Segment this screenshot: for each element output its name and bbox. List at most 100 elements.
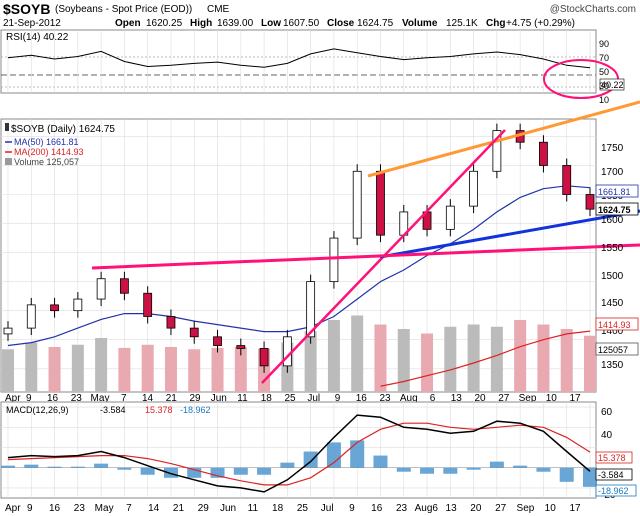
price-tick-1450: 1450 — [601, 298, 624, 309]
rsi-value-text: 40.22 — [601, 80, 624, 90]
price-x-axis-label: 18 — [261, 393, 273, 404]
volume-bar — [514, 320, 527, 392]
candle-body — [282, 336, 292, 367]
macd-x-axis-label: Jul — [321, 503, 334, 514]
ohlc-volume: 125.1K — [446, 18, 478, 29]
macd-x-axis-label: 10 — [545, 503, 557, 514]
price-x-axis-label: 14 — [142, 393, 154, 404]
annotation-orange-channel-line — [367, 100, 640, 178]
price-legend-ma200: MA(200) 1414.93 — [14, 147, 84, 157]
volume-bars — [2, 315, 596, 392]
macd-line — [7, 414, 591, 493]
volume-bar — [164, 347, 177, 392]
macd-hist-bar — [94, 463, 109, 468]
price-x-axis-label: Sep — [519, 393, 537, 404]
macd-x-axis-label: 25 — [297, 503, 309, 514]
macd-hist-bar — [559, 467, 574, 482]
annotation-blue-support-line — [379, 209, 640, 259]
macd-hist-bar — [117, 467, 132, 470]
macd-hist-bar — [373, 455, 388, 468]
rsi-tick-50: 50 — [599, 67, 609, 77]
annotation-pink-horizontal-line — [91, 243, 640, 270]
price-x-axis-label: 6 — [430, 393, 436, 404]
rsi-tick-90: 90 — [599, 39, 609, 49]
price-x-axis-label: 17 — [569, 393, 581, 404]
price-tick-1600: 1600 — [601, 215, 624, 226]
chart-exchange: CME — [207, 4, 230, 15]
macd-panel: MACD(12,26,9) -3.584 15.378 -18.962 60 4… — [0, 401, 637, 501]
price-tick-1700: 1700 — [601, 167, 624, 178]
chart-date: 21-Sep-2012 — [3, 18, 61, 29]
candle-body — [306, 281, 316, 338]
price-legend-volume: Volume 125,057 — [14, 157, 79, 167]
price-tick-1350: 1350 — [601, 360, 624, 371]
macd-hist-bar — [1, 465, 15, 468]
volume-bar — [188, 349, 201, 392]
macd-x-axis-label: Jun — [220, 503, 236, 514]
rsi-axis-ticks: 90 70 50 30 10 — [599, 39, 609, 105]
price-x-axis-label: 9 — [335, 393, 341, 404]
candle-body — [189, 327, 199, 338]
macd-x-axis-label: Aug6 — [415, 503, 439, 514]
volume-bar — [71, 344, 84, 392]
macd-hist-badge-text: -18.962 — [598, 486, 629, 496]
macd-hist-bar — [233, 467, 248, 475]
candle-body — [166, 316, 176, 329]
macd-hist-bar — [210, 467, 225, 478]
macd-signal-line — [7, 422, 591, 486]
price-panel: $SOYB (Daily) 1624.75 MA(50) 1661.81 MA(… — [0, 100, 640, 393]
volume-bar — [584, 335, 596, 392]
macd-x-axis-label: 23 — [396, 503, 408, 514]
macd-x-axis-label: 16 — [49, 503, 61, 514]
ohlc-volume-label: Volume — [402, 18, 438, 29]
candle-body — [562, 165, 572, 195]
macd-tick-60: 60 — [601, 407, 613, 418]
macd-x-axis: Apr 9 16 23 May 7 14 21 29 Jun 11 18 25 Jul 9 16 23 Aug6 1… — [5, 503, 581, 514]
volume-bar — [351, 315, 364, 392]
macd-hist-bar — [187, 467, 202, 478]
macd-tick-40: 40 — [601, 430, 613, 441]
macd-hist-bar — [280, 462, 295, 468]
price-x-axis-label: 10 — [546, 393, 558, 404]
price-candles — [3, 123, 595, 373]
price-x-axis-label: 23 — [71, 393, 83, 404]
chart-symbol: $SOYB — [3, 1, 50, 17]
candle-body — [445, 205, 455, 230]
ohlc-chg: +4.75 (+0.29%) — [506, 18, 575, 29]
candle-body — [50, 304, 59, 312]
macd-value-badge — [595, 468, 633, 481]
macd-x-axis-label: 18 — [272, 503, 284, 514]
macd-hist-bar — [163, 467, 178, 478]
price-x-axis: Apr 9 16 23 May 7 14 21 29 Jun 11 18 25 Jul 9 16 23 Aug 6 1… — [5, 393, 581, 404]
volume-value-badge — [595, 342, 639, 356]
macd-hist-bar — [443, 467, 458, 474]
volume-bar — [304, 331, 317, 392]
volume-bar — [211, 347, 224, 392]
volume-value-text: 125057 — [598, 345, 628, 355]
macd-x-axis-label: 27 — [495, 503, 507, 514]
macd-hist-bar — [47, 466, 62, 468]
candle-body — [469, 170, 479, 207]
volume-bar — [25, 342, 38, 392]
volume-bar — [374, 324, 387, 392]
macd-hist-bar — [466, 467, 481, 470]
ma50-value-text: 1661.81 — [598, 187, 631, 197]
ohlc-high: 1639.00 — [217, 18, 254, 29]
volume-bar — [537, 324, 550, 392]
macd-legend-macd: -3.584 — [100, 405, 126, 415]
volume-bar — [444, 326, 457, 392]
price-tick-1550: 1550 — [601, 243, 624, 254]
macd-x-axis-label: 13 — [446, 503, 458, 514]
ma200-line — [380, 330, 591, 387]
volume-bar — [48, 347, 61, 392]
ohlc-open-label: Open — [115, 18, 141, 29]
ohlc-close: 1624.75 — [357, 18, 394, 29]
candle-body — [376, 170, 385, 236]
watermark: @StockCharts.com — [550, 4, 636, 15]
ohlc-open: 1620.25 — [146, 18, 183, 29]
macd-x-axis-label: 17 — [569, 503, 581, 514]
volume-bar — [490, 326, 503, 392]
macd-x-axis-label: 16 — [371, 503, 383, 514]
macd-hist-bar — [70, 466, 85, 468]
